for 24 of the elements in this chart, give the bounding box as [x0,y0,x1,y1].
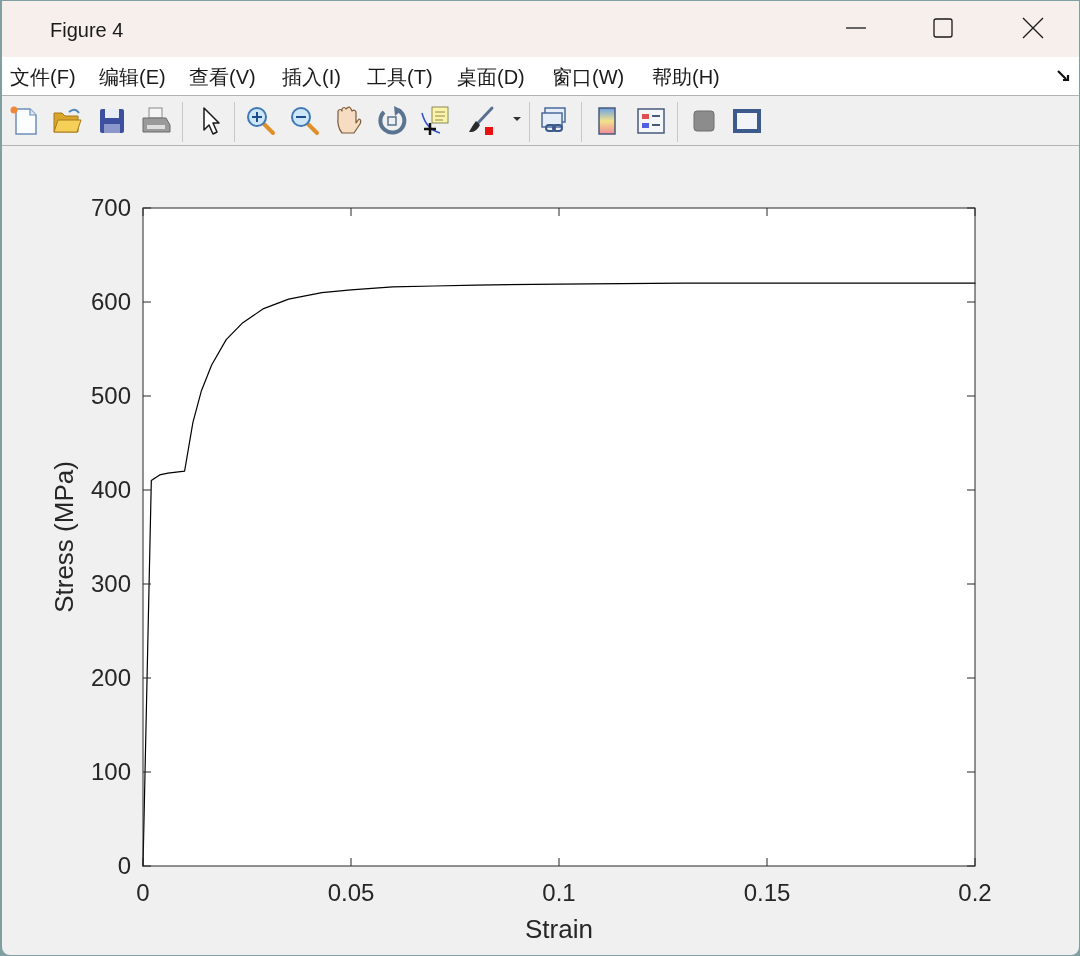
y-tick-label: 100 [90,758,131,786]
text: 编辑(E) [99,66,166,88]
text: 窗口(W) [552,66,625,88]
caption: Figure 4 [50,19,124,41]
y-tick-label: 500 [90,382,131,410]
y-tick-label: 0 [117,852,131,880]
y-axis-title: Stress (MPa) [49,461,79,613]
text: 桌面(D) [457,66,525,88]
x-tick-label: 0.15 [743,879,791,906]
text: 插入(I) [282,66,341,88]
x-tick-label: 0.1 [542,879,576,906]
y-tick-label: 400 [90,476,131,504]
x-tick-label: 0.2 [958,879,992,906]
text: 工具(T) [367,66,433,88]
x-tick-label: 0.05 [327,879,375,906]
y-tick-label: 600 [90,288,131,316]
y-tick-label: 700 [90,194,131,222]
x-tick-label: 0 [136,879,150,906]
text: 查看(V) [189,66,256,88]
y-tick-label: 200 [90,664,131,692]
x-axis-title: Strain [525,914,593,944]
y-tick-label: 300 [90,570,131,598]
text: 文件(F) [10,66,76,88]
text: 帮助(H) [652,66,720,88]
